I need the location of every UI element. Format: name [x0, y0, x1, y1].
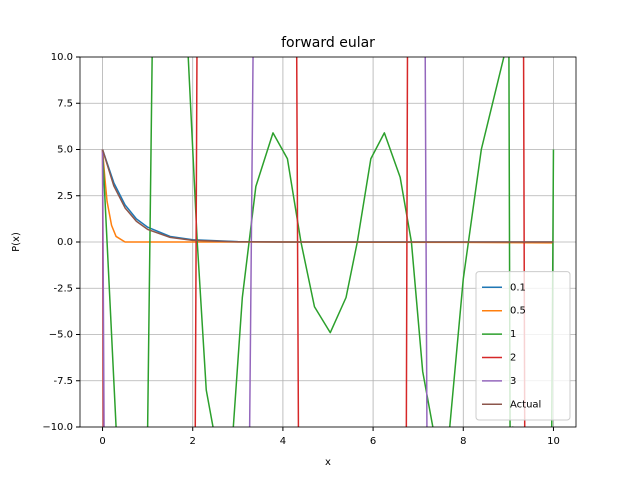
y-tick-label: 2.5 [57, 191, 73, 202]
y-tick-label: -2.5 [53, 283, 73, 294]
series-line [101, 57, 555, 427]
x-tick-label: 10 [547, 436, 560, 447]
legend-label: 0.1 [510, 282, 526, 293]
y-axis-label: P(x) [11, 232, 22, 252]
x-tick-label: 2 [190, 436, 196, 447]
y-tick-label: 0.0 [57, 237, 73, 248]
chart-title: forward eular [281, 35, 375, 51]
legend-box [475, 271, 571, 421]
y-tick-label: -7.5 [53, 376, 73, 387]
legend-label: 3 [510, 376, 516, 387]
legend-label: Actual [510, 399, 541, 410]
x-tick-label: 0 [99, 436, 105, 447]
x-tick-label: 6 [370, 436, 376, 447]
y-tick-label: 5.0 [57, 145, 73, 156]
y-tick-label: 10.0 [51, 52, 73, 63]
series-line [101, 149, 554, 243]
y-tick-label: −5.0 [49, 330, 73, 341]
x-tick-label: 8 [460, 436, 466, 447]
plot-lines [101, 57, 555, 427]
x-axis-label: x [325, 457, 331, 468]
legend-label: 0.5 [510, 306, 526, 317]
legend-label: 2 [510, 353, 516, 364]
y-tick-label: −10.0 [42, 422, 73, 433]
x-tick-label: 4 [280, 436, 286, 447]
y-tick-label: 7.5 [57, 98, 73, 109]
plot-frame [79, 56, 577, 428]
legend-label: 1 [510, 329, 516, 340]
